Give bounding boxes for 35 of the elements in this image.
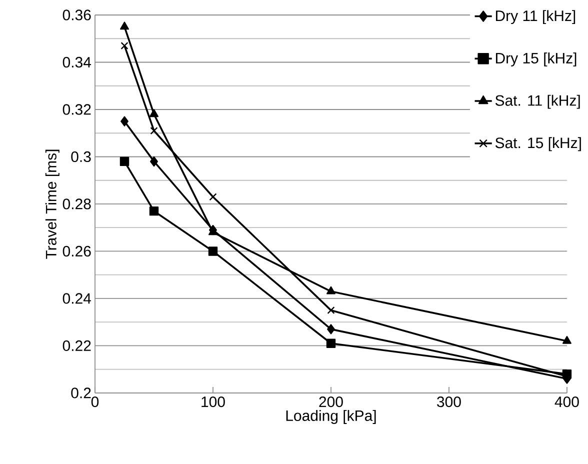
- point: [209, 193, 217, 201]
- point: [327, 306, 335, 314]
- x-tick-label: 300: [437, 396, 461, 408]
- legend-label: Sat. 15 [kHz]: [495, 137, 581, 152]
- y-tick-label: 0.28: [62, 198, 91, 210]
- y-tick-label: 0.36: [62, 10, 91, 20]
- point: [120, 116, 128, 126]
- x-tick-label: 0: [91, 396, 99, 408]
- x-tick-label: 200: [319, 396, 343, 408]
- legend-label: Dry 11 [kHz]: [496, 10, 576, 24]
- point: [326, 338, 336, 348]
- point: [326, 286, 336, 294]
- y-tick-label: 0.32: [62, 104, 91, 115]
- legend-label: Dry 15 [kHz]: [496, 52, 576, 66]
- point: [208, 246, 218, 256]
- point: [120, 22, 129, 30]
- point: [150, 156, 158, 167]
- point: [149, 109, 158, 118]
- point: [120, 42, 128, 50]
- y-tick-label: 0.22: [62, 340, 91, 352]
- y-tick-label: 0.26: [62, 246, 91, 257]
- point: [150, 126, 158, 135]
- point: [562, 336, 572, 344]
- point: [149, 206, 159, 216]
- y-tick-label: 0.34: [62, 56, 92, 68]
- legend-label: Sat. 11 [kHz]: [495, 94, 580, 109]
- point: [120, 156, 130, 166]
- x-tick-label: 100: [202, 396, 225, 408]
- y-tick-label: 0.2: [71, 388, 91, 398]
- y-tick-label: 0.24: [62, 293, 92, 304]
- y-axis-title: Travel Time [ms]: [45, 150, 60, 259]
- y-tick-label: 0.3: [71, 151, 91, 162]
- point: [327, 324, 335, 334]
- x-tick-label: 400: [554, 396, 579, 408]
- x-axis-title: Loading [kPa]: [286, 410, 376, 424]
